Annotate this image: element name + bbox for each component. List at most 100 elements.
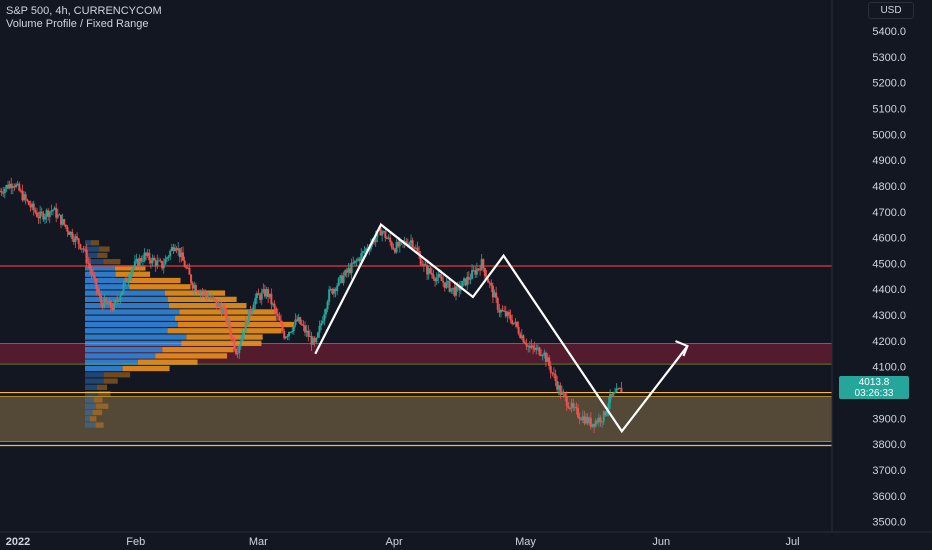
candle-body: [419, 254, 422, 265]
candle-body: [471, 270, 474, 279]
candle-body: [414, 247, 417, 249]
candle-body: [344, 270, 347, 276]
candle-body: [533, 347, 536, 350]
candle-body: [480, 259, 483, 271]
candle-body: [19, 190, 22, 192]
volume-profile-up-bar: [85, 334, 187, 340]
candle-body: [516, 321, 519, 327]
price-tick-label: 5400.0: [872, 26, 906, 38]
candle-body: [101, 302, 104, 308]
candle-body: [499, 309, 502, 313]
candle-body: [509, 314, 512, 321]
candle-body: [292, 324, 295, 331]
candle-body: [479, 268, 482, 271]
candle-body: [275, 308, 278, 314]
candle-body: [122, 283, 125, 291]
candle-body: [496, 298, 499, 310]
candle-body: [259, 295, 262, 300]
candle-body: [379, 227, 382, 236]
candle-body: [328, 289, 331, 302]
candle-body: [71, 231, 74, 240]
candle-body: [607, 403, 610, 411]
volume-profile-up-bar: [85, 265, 115, 271]
volume-profile-down-bar: [103, 259, 121, 265]
candle-body: [599, 417, 602, 423]
candle-body: [474, 270, 477, 275]
symbol-title[interactable]: S&P 500, 4h, CURRENCYCOM: [6, 5, 162, 17]
candle-body: [374, 236, 377, 243]
volume-profile-up-bar: [85, 271, 116, 277]
indicator-title[interactable]: Volume Profile / Fixed Range: [6, 18, 149, 30]
candle-body: [313, 337, 316, 343]
candle-body: [16, 183, 19, 185]
candle-body: [60, 214, 63, 225]
candle-body: [585, 417, 588, 424]
candle-body: [201, 291, 204, 293]
candle-body: [522, 335, 525, 343]
candle-body: [35, 212, 38, 217]
candle-body: [140, 258, 143, 262]
candle-body: [472, 270, 475, 272]
candle-body: [235, 349, 238, 355]
candle-body: [389, 237, 392, 243]
candle-body: [174, 248, 177, 252]
candle-body: [426, 265, 429, 275]
volume-profile-up-bar: [85, 328, 168, 334]
candle-body: [72, 239, 75, 242]
candle-body: [27, 201, 30, 206]
candle-body: [334, 288, 337, 292]
candle-body: [342, 275, 345, 283]
candle-body: [300, 324, 303, 326]
candle-body: [320, 323, 323, 326]
candle-body: [524, 342, 527, 345]
volume-profile-down-bar: [92, 409, 103, 416]
candle-body: [63, 219, 66, 225]
candle-body: [153, 257, 156, 261]
volume-profile-up-bar: [85, 240, 91, 246]
candle-body: [482, 259, 485, 269]
volume-profile-up-bar: [85, 303, 169, 309]
candle-body: [225, 309, 228, 323]
candle-body: [556, 381, 559, 390]
candle-body: [186, 267, 189, 269]
currency-button[interactable]: USD: [868, 2, 914, 19]
price-tick-label: 3900.0: [872, 413, 906, 425]
candle-body: [357, 258, 360, 261]
candle-body: [263, 289, 266, 297]
volume-profile-up-bar: [85, 422, 96, 428]
candle-body: [244, 320, 247, 333]
candle-body: [294, 319, 297, 325]
candle-body: [138, 258, 141, 267]
candle-body: [284, 337, 287, 339]
candle-body: [385, 238, 388, 240]
last-price-value: 4013.8: [858, 377, 890, 388]
candle-body: [39, 211, 42, 219]
candle-body: [591, 423, 594, 427]
candle-body: [538, 347, 541, 355]
candle-body: [554, 374, 557, 382]
candle-body: [557, 385, 560, 390]
candle-body: [193, 285, 196, 289]
candle-body: [98, 293, 101, 296]
candle-body: [169, 250, 172, 257]
candle-body: [507, 312, 510, 315]
candle-body: [463, 278, 466, 281]
price-tick-label: 5300.0: [872, 52, 906, 64]
candle-body: [405, 241, 408, 245]
candle-body: [255, 293, 258, 299]
candle-body: [0, 191, 3, 193]
candle-body: [594, 420, 597, 427]
candle-body: [90, 269, 93, 275]
volume-profile-down-bar: [129, 284, 191, 290]
candle-body: [77, 238, 80, 245]
candle-body: [504, 310, 507, 317]
candle-body: [458, 285, 461, 291]
candle-body: [548, 357, 551, 366]
candle-body: [491, 285, 494, 298]
candle-body: [559, 385, 562, 395]
candle-body: [573, 407, 576, 409]
candle-body: [340, 275, 343, 283]
volume-profile-up-bar: [85, 365, 123, 372]
